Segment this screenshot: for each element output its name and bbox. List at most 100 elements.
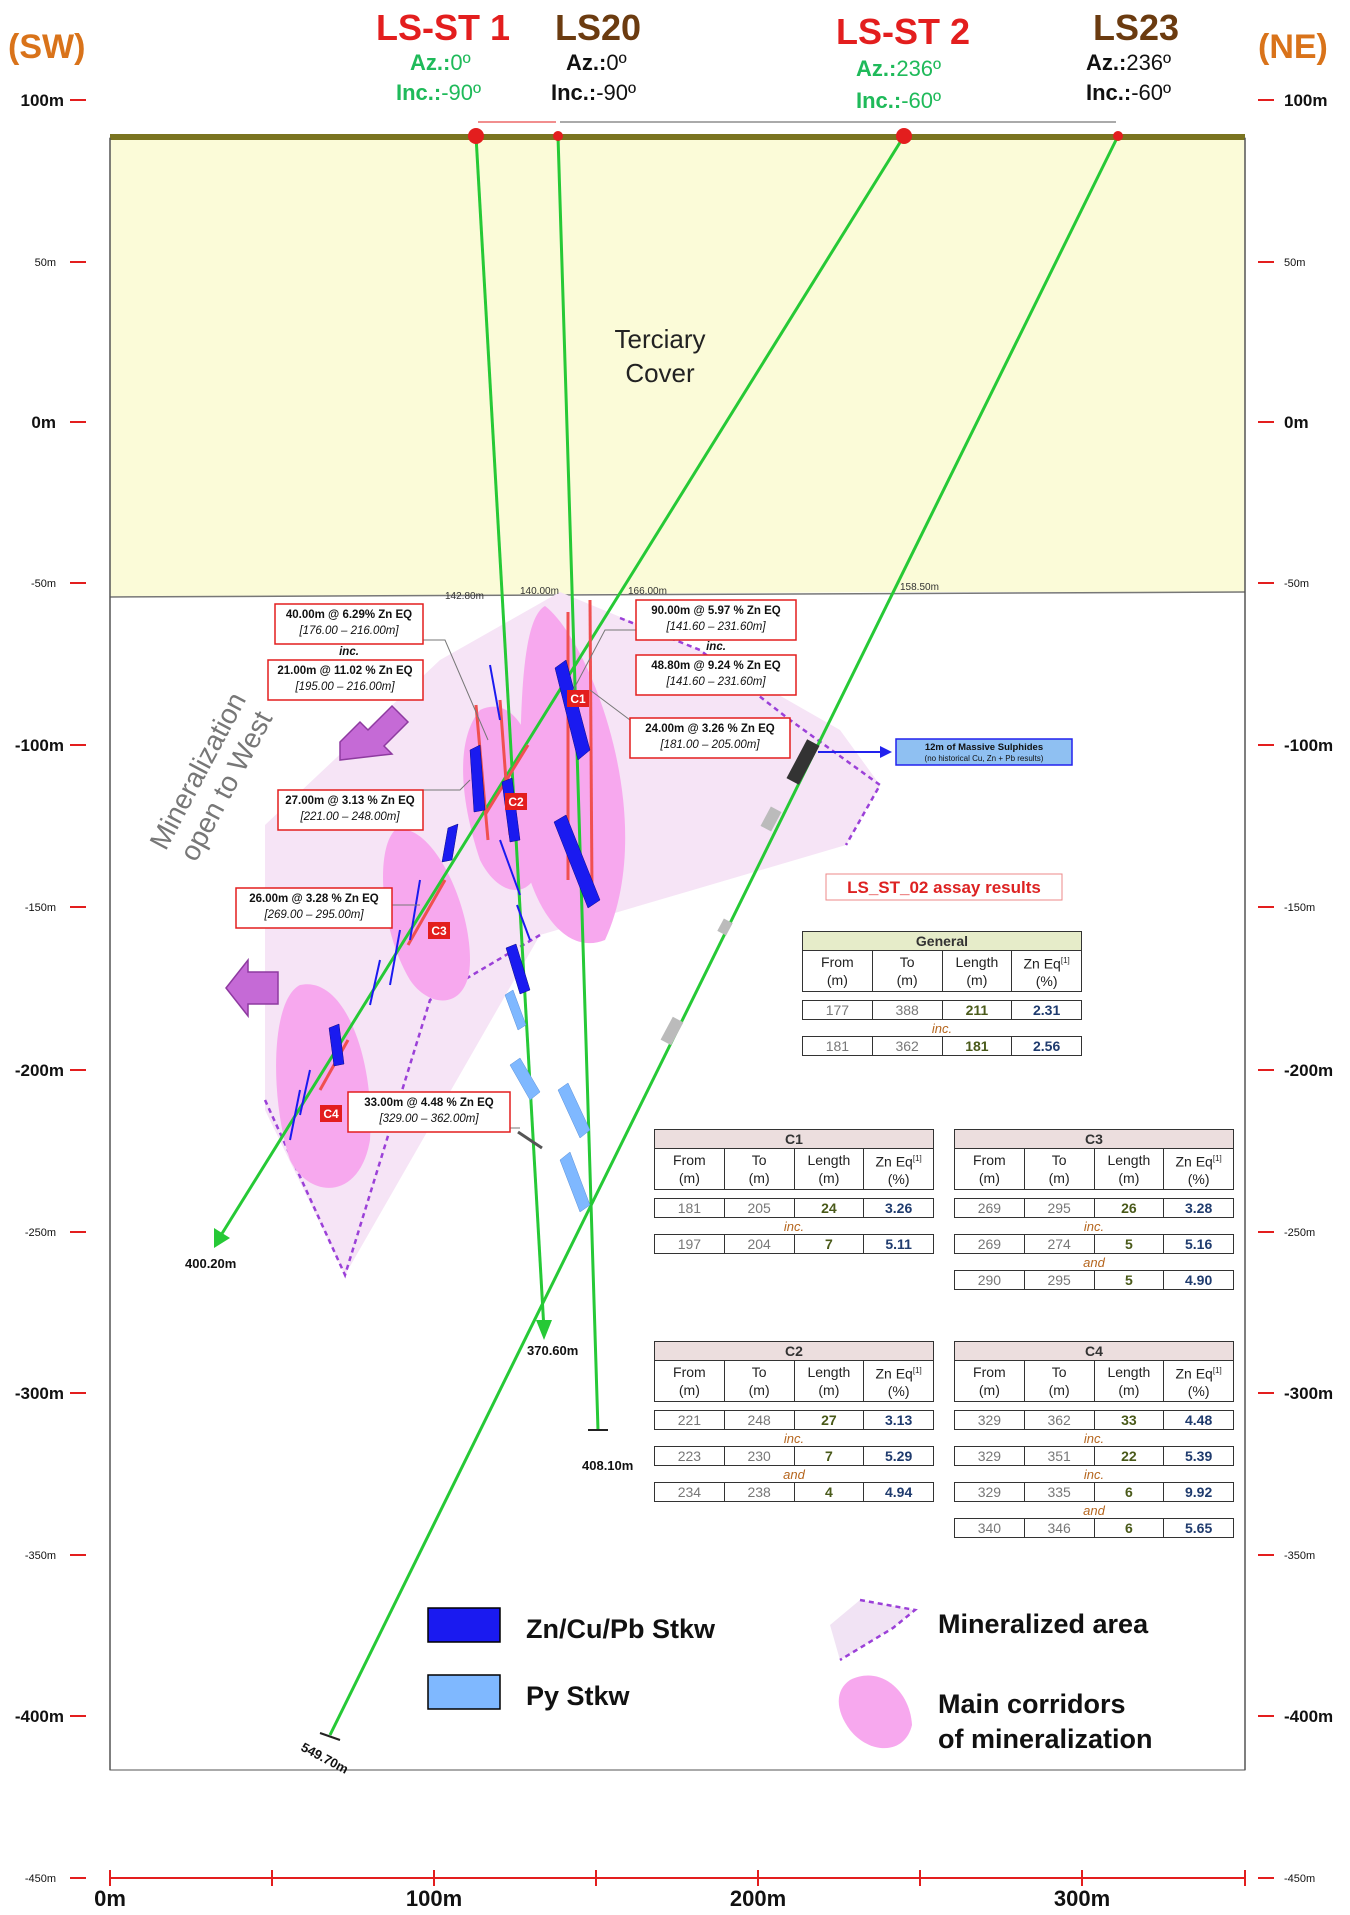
hole-name-ls-st2: LS-ST 2: [836, 11, 970, 52]
leader-1: [423, 639, 489, 741]
inc-label: Inc.:: [396, 80, 441, 105]
leader-2: [567, 629, 636, 701]
elevation-labels-right: 100m 50m 0m -50m -100m -150m -200m -250m…: [1284, 91, 1333, 1885]
cell-to: 295: [1023, 1270, 1095, 1290]
tag-c3: C3: [431, 924, 447, 938]
cell-zn-eq: 3.28: [1163, 1198, 1234, 1218]
elev-right-8: -300m: [1284, 1384, 1333, 1403]
table-row: 177 388 211 2.31: [802, 1000, 1082, 1020]
header-zn-eq: Zn Eq[1] (%): [1011, 950, 1082, 992]
grey-segment-c: [660, 1016, 684, 1046]
table-row: 234 238 4 4.94: [654, 1482, 934, 1502]
collar-ls20: [553, 131, 563, 141]
table-c2: C2 From (m) To (m) Length (m) Zn Eq[1] (%) 221 248…: [654, 1341, 934, 1502]
stkw-c4-a: [328, 1023, 345, 1067]
tag-c1: C1: [570, 692, 586, 706]
table-row: 269 295 26 3.28: [954, 1198, 1234, 1218]
tag-c3-bg: [428, 922, 450, 939]
callout-2-main: 21.00m @ 11.02 % Zn EQ: [277, 665, 412, 677]
callout-5-box: [629, 717, 791, 759]
table-row: 329 351 22 5.39: [954, 1446, 1234, 1466]
cell-zn-eq: 5.16: [1163, 1234, 1234, 1254]
elev-right-0: 100m: [1284, 91, 1327, 110]
cell-from: 197: [654, 1234, 725, 1254]
cell-from: 329: [954, 1410, 1025, 1430]
cover-label-2: Cover: [625, 358, 695, 388]
mineralized-area-border-sw: [263, 933, 541, 1279]
elevation-ticks: [70, 99, 1274, 1879]
vein-2: [499, 839, 521, 896]
header-zn-eq: Zn Eq[1] (%): [863, 1360, 934, 1402]
arrow-west-lower: [225, 957, 279, 1019]
vein-4: [409, 879, 421, 941]
callout-6-main: 27.00m @ 3.13 % Zn EQ: [285, 795, 415, 807]
hole-inc-ls-st2: Inc.:-60º: [856, 88, 941, 113]
cell-to: 362: [871, 1036, 943, 1056]
elev-right-11: -450m: [1284, 1873, 1315, 1885]
collar-ls-st1: [468, 128, 484, 144]
cell-from: 223: [654, 1446, 725, 1466]
stkw-c3-a: [441, 823, 459, 863]
cell-to: 335: [1023, 1482, 1095, 1502]
leader-3: [589, 689, 631, 721]
table-c3: C3 From (m) To (m) Length (m) Zn Eq[1] (%) 269 295…: [954, 1129, 1234, 1290]
sulphides-arrowhead: [880, 746, 892, 758]
py-stockwork-group: [504, 989, 591, 1213]
header-length: Length (m): [1093, 1148, 1165, 1190]
hole-az-ls23: Az.:236º: [1086, 50, 1171, 75]
connector-text: and: [783, 1466, 805, 1482]
orientation-right: (NE): [1258, 28, 1328, 66]
tag-c1-bg: [567, 690, 589, 707]
header-to: To (m): [1023, 1148, 1095, 1190]
cell-zn-eq: 3.26: [863, 1198, 934, 1218]
vein-3: [516, 904, 531, 941]
table-general: General From (m) To (m) Length (m) Zn Eq[1] (%) 1…: [802, 931, 1082, 1056]
header-length: Length (m): [793, 1148, 865, 1190]
legend-area-label: Mineralized area: [938, 1609, 1149, 1639]
elevation-labels-left: 100m 50m 0m -50m -100m -150m -200m -250m…: [15, 91, 64, 1885]
cover-label-1: Terciary: [614, 324, 705, 354]
table-row: 197 204 7 5.11: [654, 1234, 934, 1254]
hole-name-ls-st1: LS-ST 1: [376, 7, 510, 48]
inc-value: -60º: [1131, 80, 1171, 105]
table-row: 269 274 5 5.16: [954, 1234, 1234, 1254]
py-a: [509, 1057, 541, 1101]
callout-2-range: [195.00 – 216.00m]: [294, 681, 395, 693]
table-row: 181 362 181 2.56: [802, 1036, 1082, 1056]
callout-8-main: 33.00m @ 4.48 % Zn EQ: [364, 1097, 494, 1109]
tertiary-cover: [110, 138, 1245, 597]
sulphides-note-line2: (no historical Cu, Zn + Pb results): [925, 754, 1044, 763]
table-row: 181 205 24 3.26: [654, 1198, 934, 1218]
elev-right-9: -350m: [1284, 1550, 1315, 1562]
cell-length: 26: [1093, 1198, 1165, 1218]
vein-1: [489, 664, 501, 721]
collar-ls23: [1113, 131, 1123, 141]
elev-right-5: -150m: [1284, 902, 1315, 914]
elev-left-1: 50m: [35, 257, 56, 269]
depth-mark-2: 140.00m: [520, 586, 559, 597]
cell-from: 329: [954, 1482, 1025, 1502]
tag-c2: C2: [508, 795, 524, 809]
hole-name-ls23: LS23: [1093, 7, 1179, 48]
connector-text: inc.: [931, 1020, 953, 1036]
header-zn-eq: Zn Eq[1] (%): [863, 1148, 934, 1190]
cell-zn-eq: 9.92: [1163, 1482, 1234, 1502]
header-from: From (m): [802, 950, 873, 992]
az-value: 0º: [606, 50, 626, 75]
cell-from: 177: [802, 1000, 873, 1020]
callout-7-main: 26.00m @ 3.28 % Zn EQ: [249, 893, 379, 905]
callout-3-range: [141.60 – 231.60m]: [665, 621, 766, 633]
cell-to: 238: [723, 1482, 795, 1502]
hole-inc-ls20: Inc.:-90º: [551, 80, 636, 105]
callout-4-main: 48.80m @ 9.24 % Zn EQ: [651, 660, 781, 672]
inc-label: Inc.:: [856, 88, 901, 113]
cell-zn-eq: 5.29: [863, 1446, 934, 1466]
sulphides-note-box: [895, 738, 1073, 766]
stkw-c3-b: [505, 943, 531, 995]
az-label: Az.:: [410, 50, 450, 75]
cell-zn-eq: 4.94: [863, 1482, 934, 1502]
cell-length: 6: [1093, 1518, 1165, 1538]
stockwork-veins: [289, 664, 531, 1141]
